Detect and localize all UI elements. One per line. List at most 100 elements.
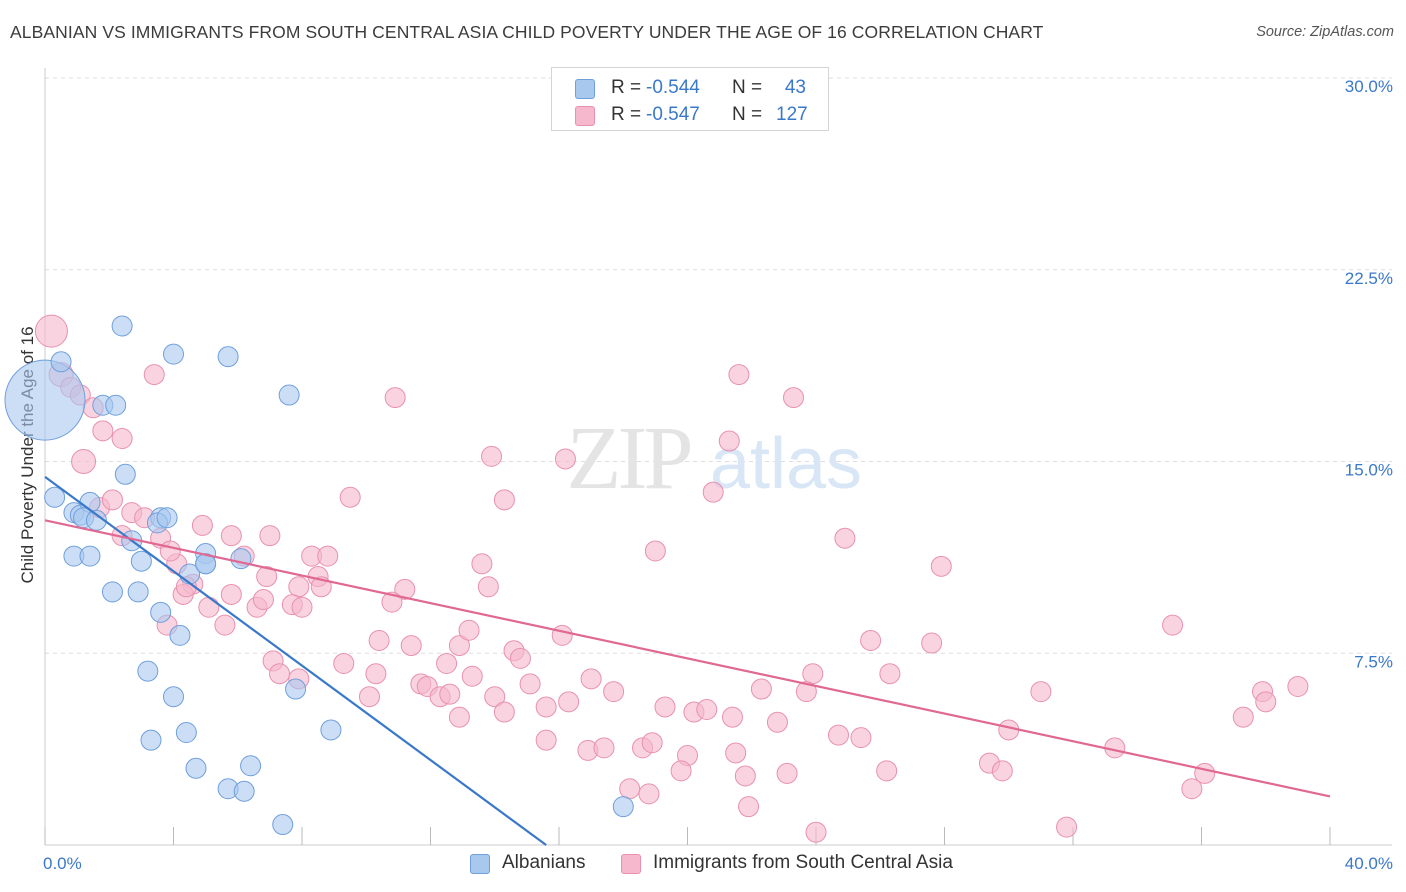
immigrants-point — [381, 591, 403, 613]
immigrants-point — [991, 760, 1013, 782]
series-albanians-points — [4, 315, 634, 836]
immigrants-point — [191, 514, 213, 536]
immigrants-point — [439, 683, 461, 705]
immigrants-point — [535, 729, 557, 751]
immigrants-point — [805, 821, 827, 843]
albanians-trend-line — [44, 475, 547, 846]
immigrants-point — [619, 778, 641, 800]
albanians-point — [185, 757, 207, 779]
immigrants-point — [1255, 691, 1277, 713]
immigrants-point — [551, 624, 573, 646]
albanians-point — [130, 550, 152, 572]
r-label: R = — [611, 104, 642, 125]
axes — [44, 68, 1392, 846]
immigrants-point — [776, 762, 798, 784]
immigrants-point — [519, 673, 541, 695]
immigrants-point — [101, 489, 123, 511]
immigrants-point — [448, 706, 470, 728]
series-legend: Albanians Immigrants from South Central … — [0, 852, 1406, 878]
immigrants-swatch — [575, 106, 595, 126]
immigrants-point — [493, 489, 515, 511]
immigrants-point — [696, 698, 718, 720]
immigrants-point — [333, 652, 355, 674]
albanians-point — [285, 678, 307, 700]
source-label: Source: ZipAtlas.com — [1256, 24, 1394, 40]
albanians-swatch — [575, 79, 595, 99]
immigrants-point — [702, 481, 724, 503]
y-tick-label: 30.0% — [1345, 77, 1393, 96]
albanians-point — [217, 346, 239, 368]
immigrants-point — [827, 724, 849, 746]
y-tick-label: 22.5% — [1345, 269, 1393, 288]
immigrants-point — [860, 629, 882, 651]
immigrants-point — [554, 448, 576, 470]
n-value: 127 — [776, 104, 808, 125]
n-label: N = — [732, 104, 763, 125]
immigrants-point — [721, 706, 743, 728]
immigrants-point — [1030, 681, 1052, 703]
immigrants-point — [143, 364, 165, 386]
albanians-point — [105, 394, 127, 416]
immigrants-point — [783, 387, 805, 409]
albanians-point — [163, 686, 184, 708]
immigrants-point — [291, 596, 313, 618]
immigrants-point — [750, 678, 772, 700]
albanians-swatch — [470, 854, 490, 874]
immigrants-point — [458, 619, 480, 641]
immigrants-point — [580, 668, 602, 690]
albanians-point — [320, 719, 342, 741]
x-tick-label: 40.0% — [1345, 854, 1393, 873]
immigrants-point — [259, 525, 281, 547]
immigrants-point — [477, 576, 499, 598]
immigrants-point — [111, 427, 133, 449]
immigrants-point — [288, 576, 310, 598]
legend-row-immigrants: R = -0.547 N = 127 — [552, 102, 828, 128]
immigrants-point — [92, 420, 114, 442]
immigrants-point — [718, 430, 740, 452]
albanians-point — [278, 384, 300, 406]
albanians-point — [137, 660, 159, 682]
correlation-legend: R = -0.544 N = 43 R = -0.547 N = 127 — [551, 67, 829, 131]
immigrants-point — [603, 681, 625, 703]
immigrants-point — [535, 696, 557, 718]
albanians-point — [169, 624, 191, 646]
immigrants-point — [728, 364, 750, 386]
series-immigrants-points — [34, 314, 1309, 843]
albanians-point — [163, 343, 184, 365]
immigrants-point — [734, 765, 756, 787]
legend-row-albanians: R = -0.544 N = 43 — [552, 75, 828, 101]
immigrants-trend-line — [44, 519, 1331, 798]
immigrants-point — [834, 527, 856, 549]
immigrants-point — [738, 796, 760, 818]
immigrants-point — [214, 614, 236, 636]
immigrants-point — [593, 737, 615, 759]
immigrants-point — [436, 652, 458, 674]
immigrants-point — [725, 742, 747, 764]
albanians-point — [111, 315, 133, 337]
albanians-point — [272, 814, 294, 836]
x-tick-labels: 0.0% 40.0% — [43, 854, 1393, 873]
r-value: -0.547 — [646, 104, 700, 125]
immigrants-point — [198, 596, 220, 618]
albanians-point — [114, 463, 136, 485]
r-label: R = — [611, 77, 642, 98]
albanians-point — [240, 755, 262, 777]
immigrants-point — [850, 727, 872, 749]
immigrants-point — [394, 578, 416, 600]
immigrants-point — [654, 696, 676, 718]
albanians-point — [79, 545, 101, 567]
immigrants-point — [220, 525, 242, 547]
albanians-point — [127, 581, 149, 603]
y-tick-label: 7.5% — [1354, 652, 1393, 671]
immigrants-point — [876, 760, 898, 782]
albanians-point — [150, 601, 172, 623]
immigrants-point — [1287, 675, 1309, 697]
immigrants-point — [802, 663, 824, 685]
albanians-point — [50, 351, 72, 373]
albanians-point — [4, 359, 86, 441]
albanians-point — [230, 548, 252, 570]
immigrants-point — [509, 647, 531, 669]
immigrants-point — [365, 663, 387, 685]
immigrants-point — [358, 686, 380, 708]
